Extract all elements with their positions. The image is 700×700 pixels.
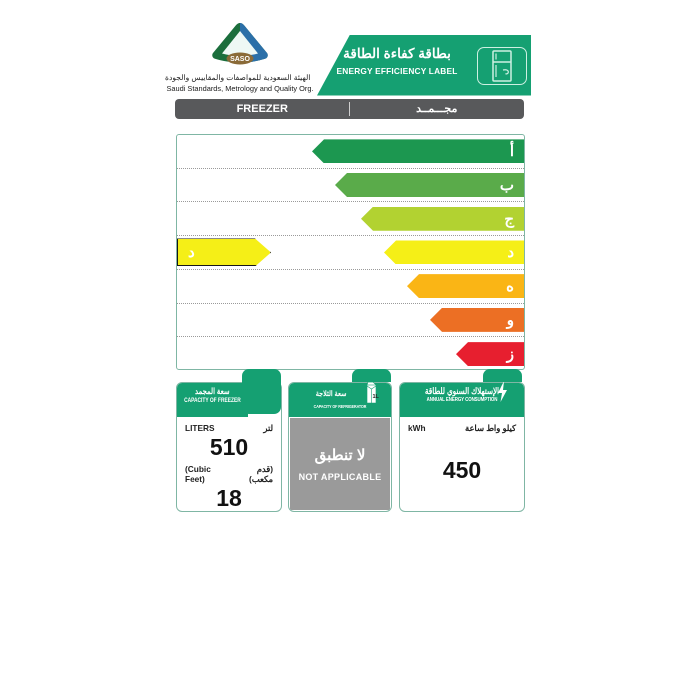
svg-text:1L: 1L (373, 394, 380, 400)
svg-text:SASO: SASO (230, 56, 250, 63)
